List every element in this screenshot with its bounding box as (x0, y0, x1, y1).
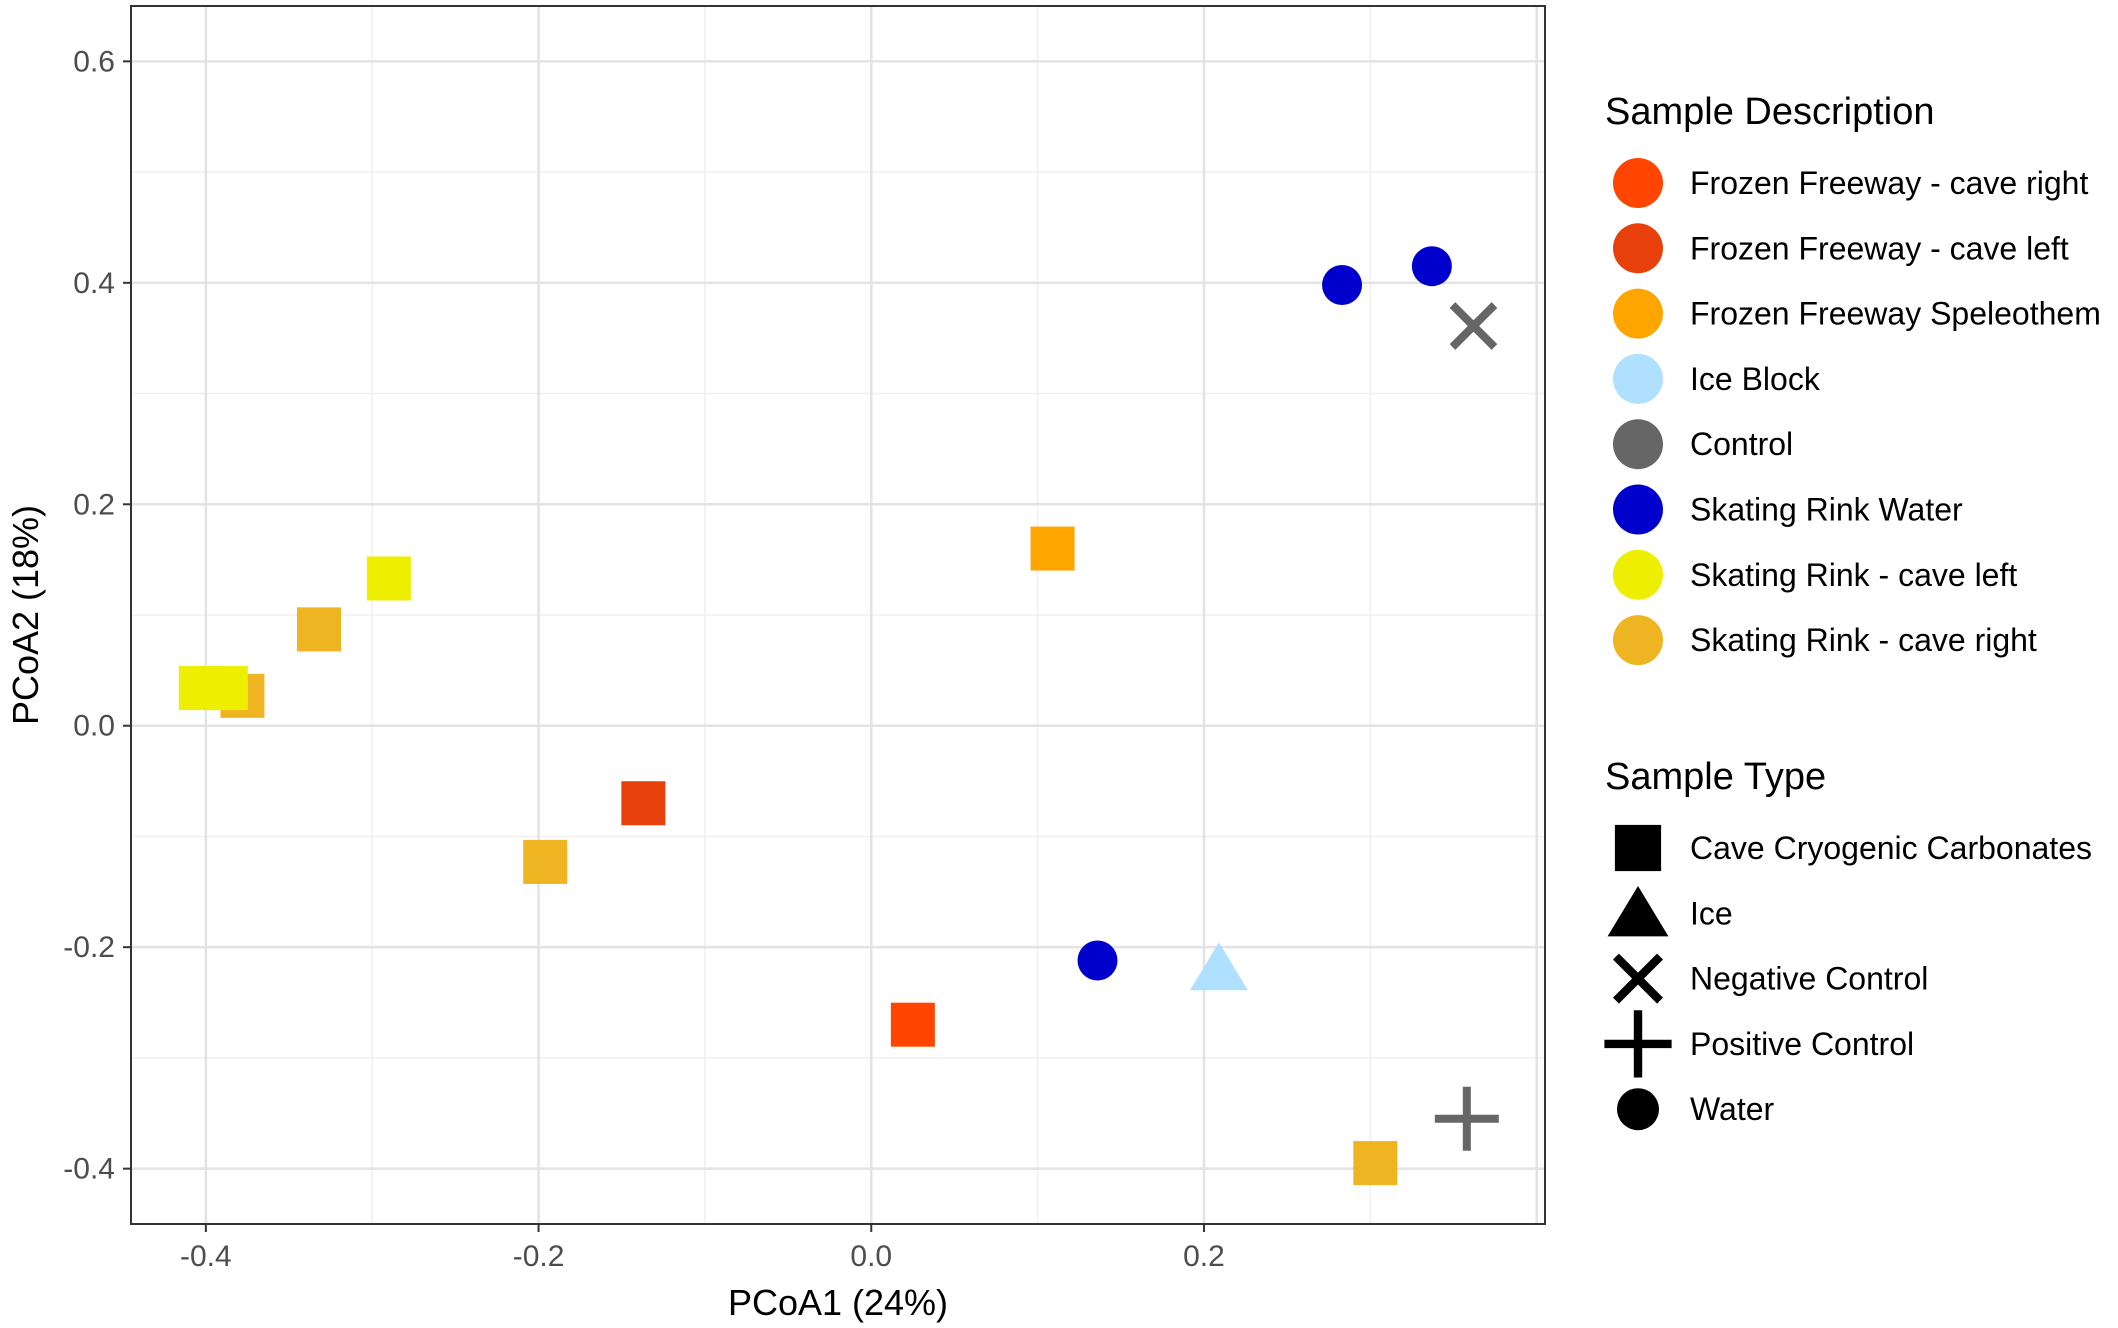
data-point-6 (1189, 942, 1248, 991)
x-tick-label: -0.2 (513, 1240, 565, 1273)
legend-key-color-1 (1613, 158, 1663, 208)
legend-label-description-8: Skating Rink - cave right (1690, 622, 2037, 658)
x-axis-title: PCoA1 (24%) (728, 1282, 948, 1323)
legend-key-color-6 (1613, 484, 1663, 535)
legend-key-color-7 (1613, 549, 1663, 600)
y-tick-label: -0.2 (63, 931, 115, 964)
x-tick-label: 0.0 (850, 1240, 892, 1273)
axis-ticks: -0.4 -0.2 0.0 0.2 -0.4 -0.2 0.0 0.2 0.4 0.6 (63, 45, 1225, 1273)
legend-label-type-4: Positive Control (1690, 1026, 1914, 1062)
data-point-14 (366, 556, 411, 601)
x-tick-label: -0.4 (180, 1240, 232, 1273)
legend-label-description-1: Frozen Freeway - cave right (1690, 165, 2088, 201)
legend-key-shape-5 (1617, 1088, 1659, 1131)
y-tick-label: 0.0 (73, 710, 115, 743)
data-point-2 (1411, 246, 1452, 287)
data-point-8 (621, 781, 666, 826)
legend-label-type-5: Water (1690, 1091, 1775, 1127)
data-points (178, 246, 1499, 1186)
legend-label-type-1: Cave Cryogenic Carbonates (1690, 830, 2092, 866)
legend-label-description-3: Frozen Freeway Speleothem (1690, 296, 2101, 332)
data-point-16 (203, 666, 248, 711)
legend-title-sample-type: Sample Type (1605, 756, 1826, 798)
data-point-7 (1030, 526, 1075, 571)
panel-border (130, 5, 1546, 1225)
legend-title-sample-description: Sample Description (1605, 91, 1934, 133)
legend-key-color-8 (1613, 615, 1663, 666)
legend: Sample Description Frozen Freeway - cave … (1604, 91, 2101, 1131)
legend-label-description-5: Control (1690, 426, 1793, 462)
legend-label-description-7: Skating Rink - cave left (1690, 557, 2017, 593)
data-point-9 (890, 1002, 935, 1047)
legend-label-description-2: Frozen Freeway - cave left (1690, 230, 2069, 266)
legend-key-color-5 (1613, 419, 1663, 470)
legend-key-color-2 (1613, 223, 1663, 274)
data-point-13 (1353, 1141, 1398, 1186)
data-point-11 (296, 607, 341, 652)
data-point-1 (1322, 265, 1363, 306)
legend-key-shape-3 (1612, 953, 1664, 1004)
y-tick-label: -0.4 (63, 1153, 115, 1186)
legend-label-type-2: Ice (1690, 895, 1733, 931)
legend-key-shape-2 (1607, 886, 1669, 937)
legend-key-color-4 (1613, 353, 1663, 404)
y-tick-label: 0.4 (73, 267, 115, 300)
legend-key-shape-1 (1614, 824, 1662, 872)
legend-key-color-3 (1613, 288, 1663, 339)
y-tick-label: 0.6 (73, 45, 115, 78)
y-axis-title: PCoA2 (18%) (5, 505, 46, 725)
data-point-3 (1077, 940, 1118, 981)
legend-label-description-6: Skating Rink Water (1690, 492, 1963, 528)
legend-label-type-3: Negative Control (1690, 961, 1928, 997)
data-point-10 (523, 839, 568, 884)
legend-key-shape-4 (1604, 1010, 1672, 1078)
data-point-5 (1434, 1086, 1499, 1151)
y-tick-label: 0.2 (73, 488, 115, 521)
x-tick-label: 0.2 (1183, 1240, 1225, 1273)
legend-label-description-4: Ice Block (1690, 361, 1821, 397)
grid-lines (131, 6, 1545, 1224)
data-point-4 (1449, 302, 1498, 350)
